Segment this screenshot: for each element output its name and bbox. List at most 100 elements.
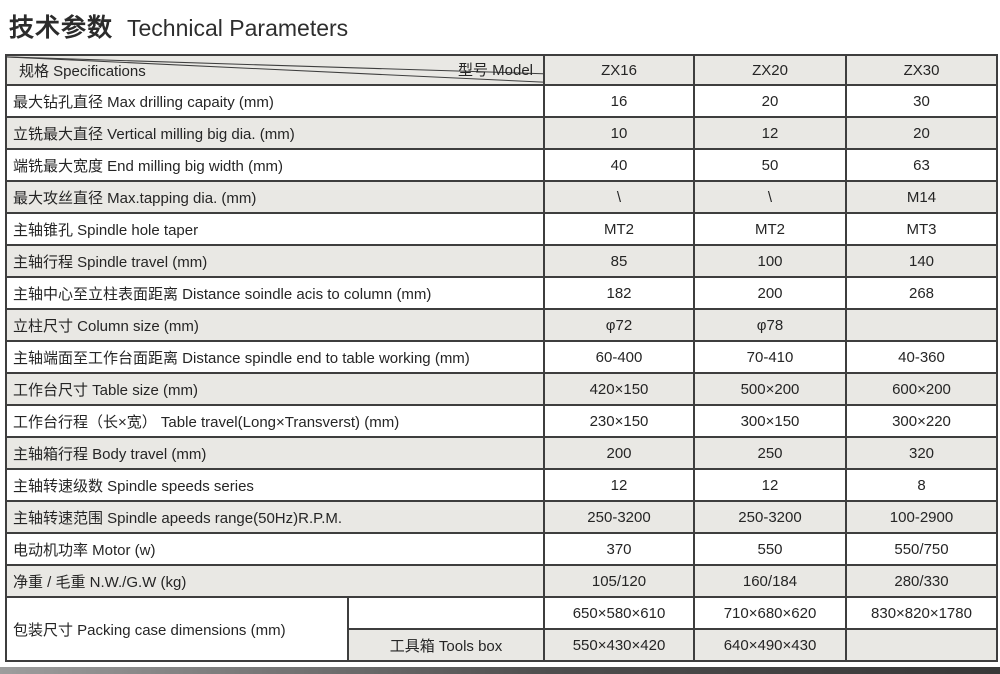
- table-row: 主轴端面至工作台面距离 Distance spindle end to tabl…: [5, 340, 998, 374]
- spec-value: M14: [845, 180, 998, 214]
- spec-value: [845, 308, 998, 342]
- spec-value: 182: [543, 276, 695, 310]
- diagonal-divider: [8, 57, 542, 83]
- toolbox-value: [845, 628, 998, 662]
- spec-value: 300×220: [845, 404, 998, 438]
- spec-label: 主轴转速范围 Spindle apeeds range(50Hz)R.P.M.: [5, 500, 545, 534]
- spec-value: 40-360: [845, 340, 998, 374]
- spec-value: 200: [543, 436, 695, 470]
- spec-label: 工作台尺寸 Table size (mm): [5, 372, 545, 406]
- toolbox-value: 640×490×430: [693, 628, 847, 662]
- spec-value: \: [543, 180, 695, 214]
- header-model-zx20: ZX20: [693, 54, 847, 86]
- spec-value: 12: [543, 468, 695, 502]
- spec-value: 100: [693, 244, 847, 278]
- spec-value: 250-3200: [693, 500, 847, 534]
- packing-row-toolbox: 工具箱 Tools box 550×430×420 640×490×430: [6, 628, 998, 662]
- spec-value: 600×200: [845, 372, 998, 406]
- spec-label: 最大钻孔直径 Max drilling capaity (mm): [5, 84, 545, 118]
- table-row: 电动机功率 Motor (w) 370 550 550/750: [5, 532, 998, 566]
- spec-value: 250-3200: [543, 500, 695, 534]
- spec-value: 140: [845, 244, 998, 278]
- toolbox-value: 550×430×420: [543, 628, 695, 662]
- page-title: 技术参数 Technical Parameters: [9, 8, 348, 44]
- spec-value: 160/184: [693, 564, 847, 598]
- table-row: 主轴转速范围 Spindle apeeds range(50Hz)R.P.M. …: [5, 500, 998, 534]
- spec-value: 250: [693, 436, 847, 470]
- spec-value: 12: [693, 468, 847, 502]
- page-bottom-strip: [0, 667, 1000, 674]
- table-row: 立柱尺寸 Column size (mm) φ72 φ78: [5, 308, 998, 342]
- table-row: 主轴中心至立柱表面距离 Distance soindle acis to col…: [5, 276, 998, 310]
- spec-value: MT3: [845, 212, 998, 246]
- spec-label: 主轴转速级数 Spindle speeds series: [5, 468, 545, 502]
- spec-value: 8: [845, 468, 998, 502]
- page-title-cn: 技术参数: [9, 14, 114, 42]
- spec-value: 280/330: [845, 564, 998, 598]
- spec-value: 10: [543, 116, 695, 150]
- table-row: 立铣最大直径 Vertical milling big dia. (mm) 10…: [5, 116, 998, 150]
- spec-label: 电动机功率 Motor (w): [5, 532, 545, 566]
- spec-label: 主轴中心至立柱表面距离 Distance soindle acis to col…: [5, 276, 545, 310]
- toolbox-label: 工具箱 Tools box: [347, 628, 545, 662]
- spec-value: 60-400: [543, 340, 695, 374]
- spec-value: 550: [693, 532, 847, 566]
- spec-label: 立铣最大直径 Vertical milling big dia. (mm): [5, 116, 545, 150]
- spec-value: 320: [845, 436, 998, 470]
- header-model-zx30: ZX30: [845, 54, 998, 86]
- spec-value: 70-410: [693, 340, 847, 374]
- technical-parameters-table: 规格 Specifications 型号 Model ZX16 ZX20 ZX3…: [5, 54, 998, 662]
- table-row: 主轴行程 Spindle travel (mm) 85 100 140: [5, 244, 998, 278]
- spec-value: 16: [543, 84, 695, 118]
- spec-label: 主轴端面至工作台面距离 Distance spindle end to tabl…: [5, 340, 545, 374]
- table-row: 最大攻丝直径 Max.tapping dia. (mm) \ \ M14: [5, 180, 998, 214]
- spec-label: 主轴箱行程 Body travel (mm): [5, 436, 545, 470]
- header-specifications-label: 规格 Specifications: [19, 63, 146, 80]
- spec-value: 300×150: [693, 404, 847, 438]
- packing-sub-empty-cell: [347, 596, 545, 630]
- table-header-row: 规格 Specifications 型号 Model ZX16 ZX20 ZX3…: [5, 54, 998, 86]
- table-row: 净重 / 毛重 N.W./G.W (kg) 105/120 160/184 28…: [5, 564, 998, 598]
- packing-row-machine: 包装尺寸 Packing case dimensions (mm) 650×58…: [5, 596, 998, 662]
- spec-value: φ78: [693, 308, 847, 342]
- header-model-label: 型号 Model: [457, 62, 533, 79]
- spec-value: 30: [845, 84, 998, 118]
- table-row: 主轴箱行程 Body travel (mm) 200 250 320: [5, 436, 998, 470]
- spec-value: φ72: [543, 308, 695, 342]
- spec-value: 550/750: [845, 532, 998, 566]
- spec-value: 100-2900: [845, 500, 998, 534]
- packing-value: 830×820×1780: [845, 596, 998, 630]
- table-row: 主轴锥孔 Spindle hole taper MT2 MT2 MT3: [5, 212, 998, 246]
- packing-value: 650×580×610: [543, 596, 695, 630]
- header-corner-cell: 规格 Specifications 型号 Model: [5, 54, 545, 86]
- page-title-en: Technical Parameters: [127, 15, 349, 41]
- spec-label: 立柱尺寸 Column size (mm): [5, 308, 545, 342]
- spec-value: 40: [543, 148, 695, 182]
- spec-value: MT2: [543, 212, 695, 246]
- spec-label: 最大攻丝直径 Max.tapping dia. (mm): [5, 180, 545, 214]
- spec-value: MT2: [693, 212, 847, 246]
- packing-label: 包装尺寸 Packing case dimensions (mm): [5, 596, 349, 662]
- spec-value: 12: [693, 116, 847, 150]
- spec-label: 工作台行程（长×宽） Table travel(Long×Transverst)…: [5, 404, 545, 438]
- spec-label: 净重 / 毛重 N.W./G.W (kg): [5, 564, 545, 598]
- spec-value: 20: [845, 116, 998, 150]
- spec-value: 63: [845, 148, 998, 182]
- spec-value: 268: [845, 276, 998, 310]
- spec-value: 85: [543, 244, 695, 278]
- spec-value: 500×200: [693, 372, 847, 406]
- packing-value: 710×680×620: [693, 596, 847, 630]
- table-row: 工作台行程（长×宽） Table travel(Long×Transverst)…: [5, 404, 998, 438]
- spec-value: 420×150: [543, 372, 695, 406]
- table-row: 主轴转速级数 Spindle speeds series 12 12 8: [5, 468, 998, 502]
- spec-label: 主轴锥孔 Spindle hole taper: [5, 212, 545, 246]
- table-row: 工作台尺寸 Table size (mm) 420×150 500×200 60…: [5, 372, 998, 406]
- spec-value: 200: [693, 276, 847, 310]
- table-row: 最大钻孔直径 Max drilling capaity (mm) 16 20 3…: [5, 84, 998, 118]
- spec-value: 370: [543, 532, 695, 566]
- spec-label: 端铣最大宽度 End milling big width (mm): [5, 148, 545, 182]
- spec-value: \: [693, 180, 847, 214]
- spec-value: 105/120: [543, 564, 695, 598]
- spec-value: 230×150: [543, 404, 695, 438]
